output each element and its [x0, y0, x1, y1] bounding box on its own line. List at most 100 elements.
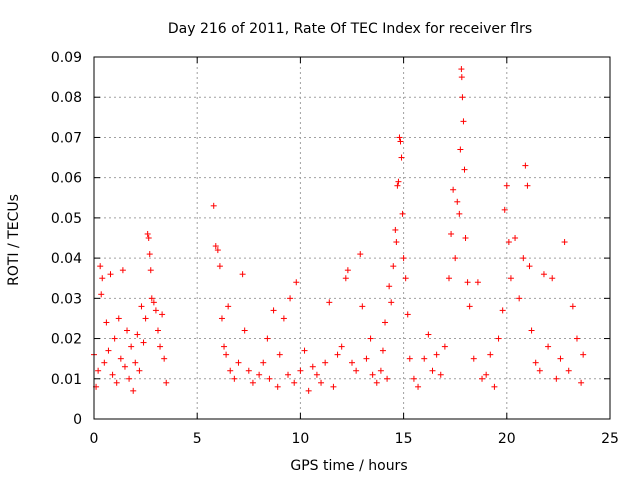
- data-point: [462, 235, 469, 241]
- data-point: [456, 210, 463, 217]
- data-point: [266, 375, 273, 382]
- data-point: [446, 275, 453, 282]
- data-point: [353, 367, 360, 374]
- x-axis-label: GPS time / hours: [290, 458, 407, 474]
- y-tick-label: 0.02: [51, 332, 82, 348]
- data-point: [503, 182, 510, 189]
- data-point: [392, 226, 399, 233]
- data-point: [111, 335, 118, 342]
- data-point: [264, 335, 271, 342]
- data-point: [512, 235, 519, 241]
- data-point: [285, 371, 292, 378]
- data-point: [105, 347, 112, 354]
- data-point: [98, 291, 105, 298]
- x-tick-label: 20: [498, 431, 516, 447]
- data-point: [553, 375, 560, 382]
- data-point: [107, 271, 114, 278]
- data-point: [540, 271, 547, 278]
- y-tick-label: 0.01: [51, 372, 82, 388]
- data-point: [499, 307, 506, 314]
- data-point: [487, 351, 494, 358]
- data-point: [394, 182, 401, 189]
- data-point: [309, 363, 316, 370]
- data-point: [557, 355, 564, 362]
- data-point: [437, 371, 444, 378]
- data-point: [260, 359, 267, 366]
- data-point: [363, 355, 370, 362]
- data-point: [274, 383, 281, 390]
- data-point: [291, 379, 298, 386]
- data-point: [136, 367, 143, 374]
- data-point: [404, 311, 411, 318]
- data-point: [212, 243, 219, 250]
- data-point: [115, 315, 122, 322]
- data-point: [501, 206, 508, 213]
- data-point: [235, 359, 242, 366]
- data-point: [458, 66, 465, 73]
- data-point: [218, 315, 225, 322]
- data-point: [297, 367, 304, 374]
- data-point: [495, 335, 502, 342]
- data-point: [425, 331, 432, 338]
- data-point: [452, 255, 459, 262]
- data-point: [400, 255, 407, 262]
- data-point: [470, 355, 477, 362]
- data-point: [159, 311, 166, 318]
- data-point: [146, 251, 153, 258]
- data-point: [441, 343, 448, 350]
- data-point: [399, 210, 406, 217]
- data-point: [410, 375, 417, 382]
- data-point: [338, 343, 345, 350]
- data-point: [522, 162, 529, 169]
- data-point: [532, 359, 539, 366]
- y-tick-label: 0.08: [51, 90, 82, 106]
- data-point: [150, 299, 157, 306]
- data-point: [359, 303, 366, 310]
- data-point: [461, 166, 468, 173]
- data-point: [301, 347, 308, 354]
- data-point: [373, 379, 380, 386]
- data-point: [454, 198, 461, 205]
- data-point: [144, 230, 151, 237]
- data-point: [152, 307, 159, 314]
- data-point: [132, 359, 139, 366]
- data-point: [117, 355, 124, 362]
- data-point: [406, 355, 413, 362]
- y-tick-label: 0.04: [51, 251, 82, 267]
- data-point: [415, 383, 422, 390]
- data-point: [464, 279, 471, 286]
- data-point: [448, 230, 455, 237]
- data-point: [231, 375, 238, 382]
- data-point: [421, 355, 428, 362]
- data-point: [460, 118, 467, 125]
- data-point: [367, 335, 374, 342]
- data-point: [390, 263, 397, 270]
- data-point: [545, 343, 552, 350]
- y-tick-label: 0.06: [51, 171, 82, 187]
- data-point: [239, 271, 246, 278]
- data-point: [126, 375, 133, 382]
- data-point: [148, 295, 155, 302]
- x-tick-label: 25: [601, 431, 619, 447]
- data-point: [524, 182, 531, 189]
- data-point: [466, 303, 473, 310]
- data-point: [95, 367, 102, 374]
- data-point: [549, 275, 556, 282]
- data-point: [393, 239, 400, 246]
- data-point: [99, 275, 106, 282]
- data-point: [357, 251, 364, 258]
- data-point: [398, 154, 405, 161]
- data-point: [157, 343, 164, 350]
- data-point: [293, 279, 300, 286]
- data-point: [249, 379, 256, 386]
- data-point: [276, 351, 283, 358]
- data-point: [458, 74, 465, 81]
- y-tick-label: 0.05: [51, 211, 82, 227]
- data-point: [318, 379, 325, 386]
- data-point: [101, 359, 108, 366]
- data-point: [569, 303, 576, 310]
- data-point: [483, 371, 490, 378]
- data-point: [305, 387, 312, 394]
- data-point: [138, 303, 145, 310]
